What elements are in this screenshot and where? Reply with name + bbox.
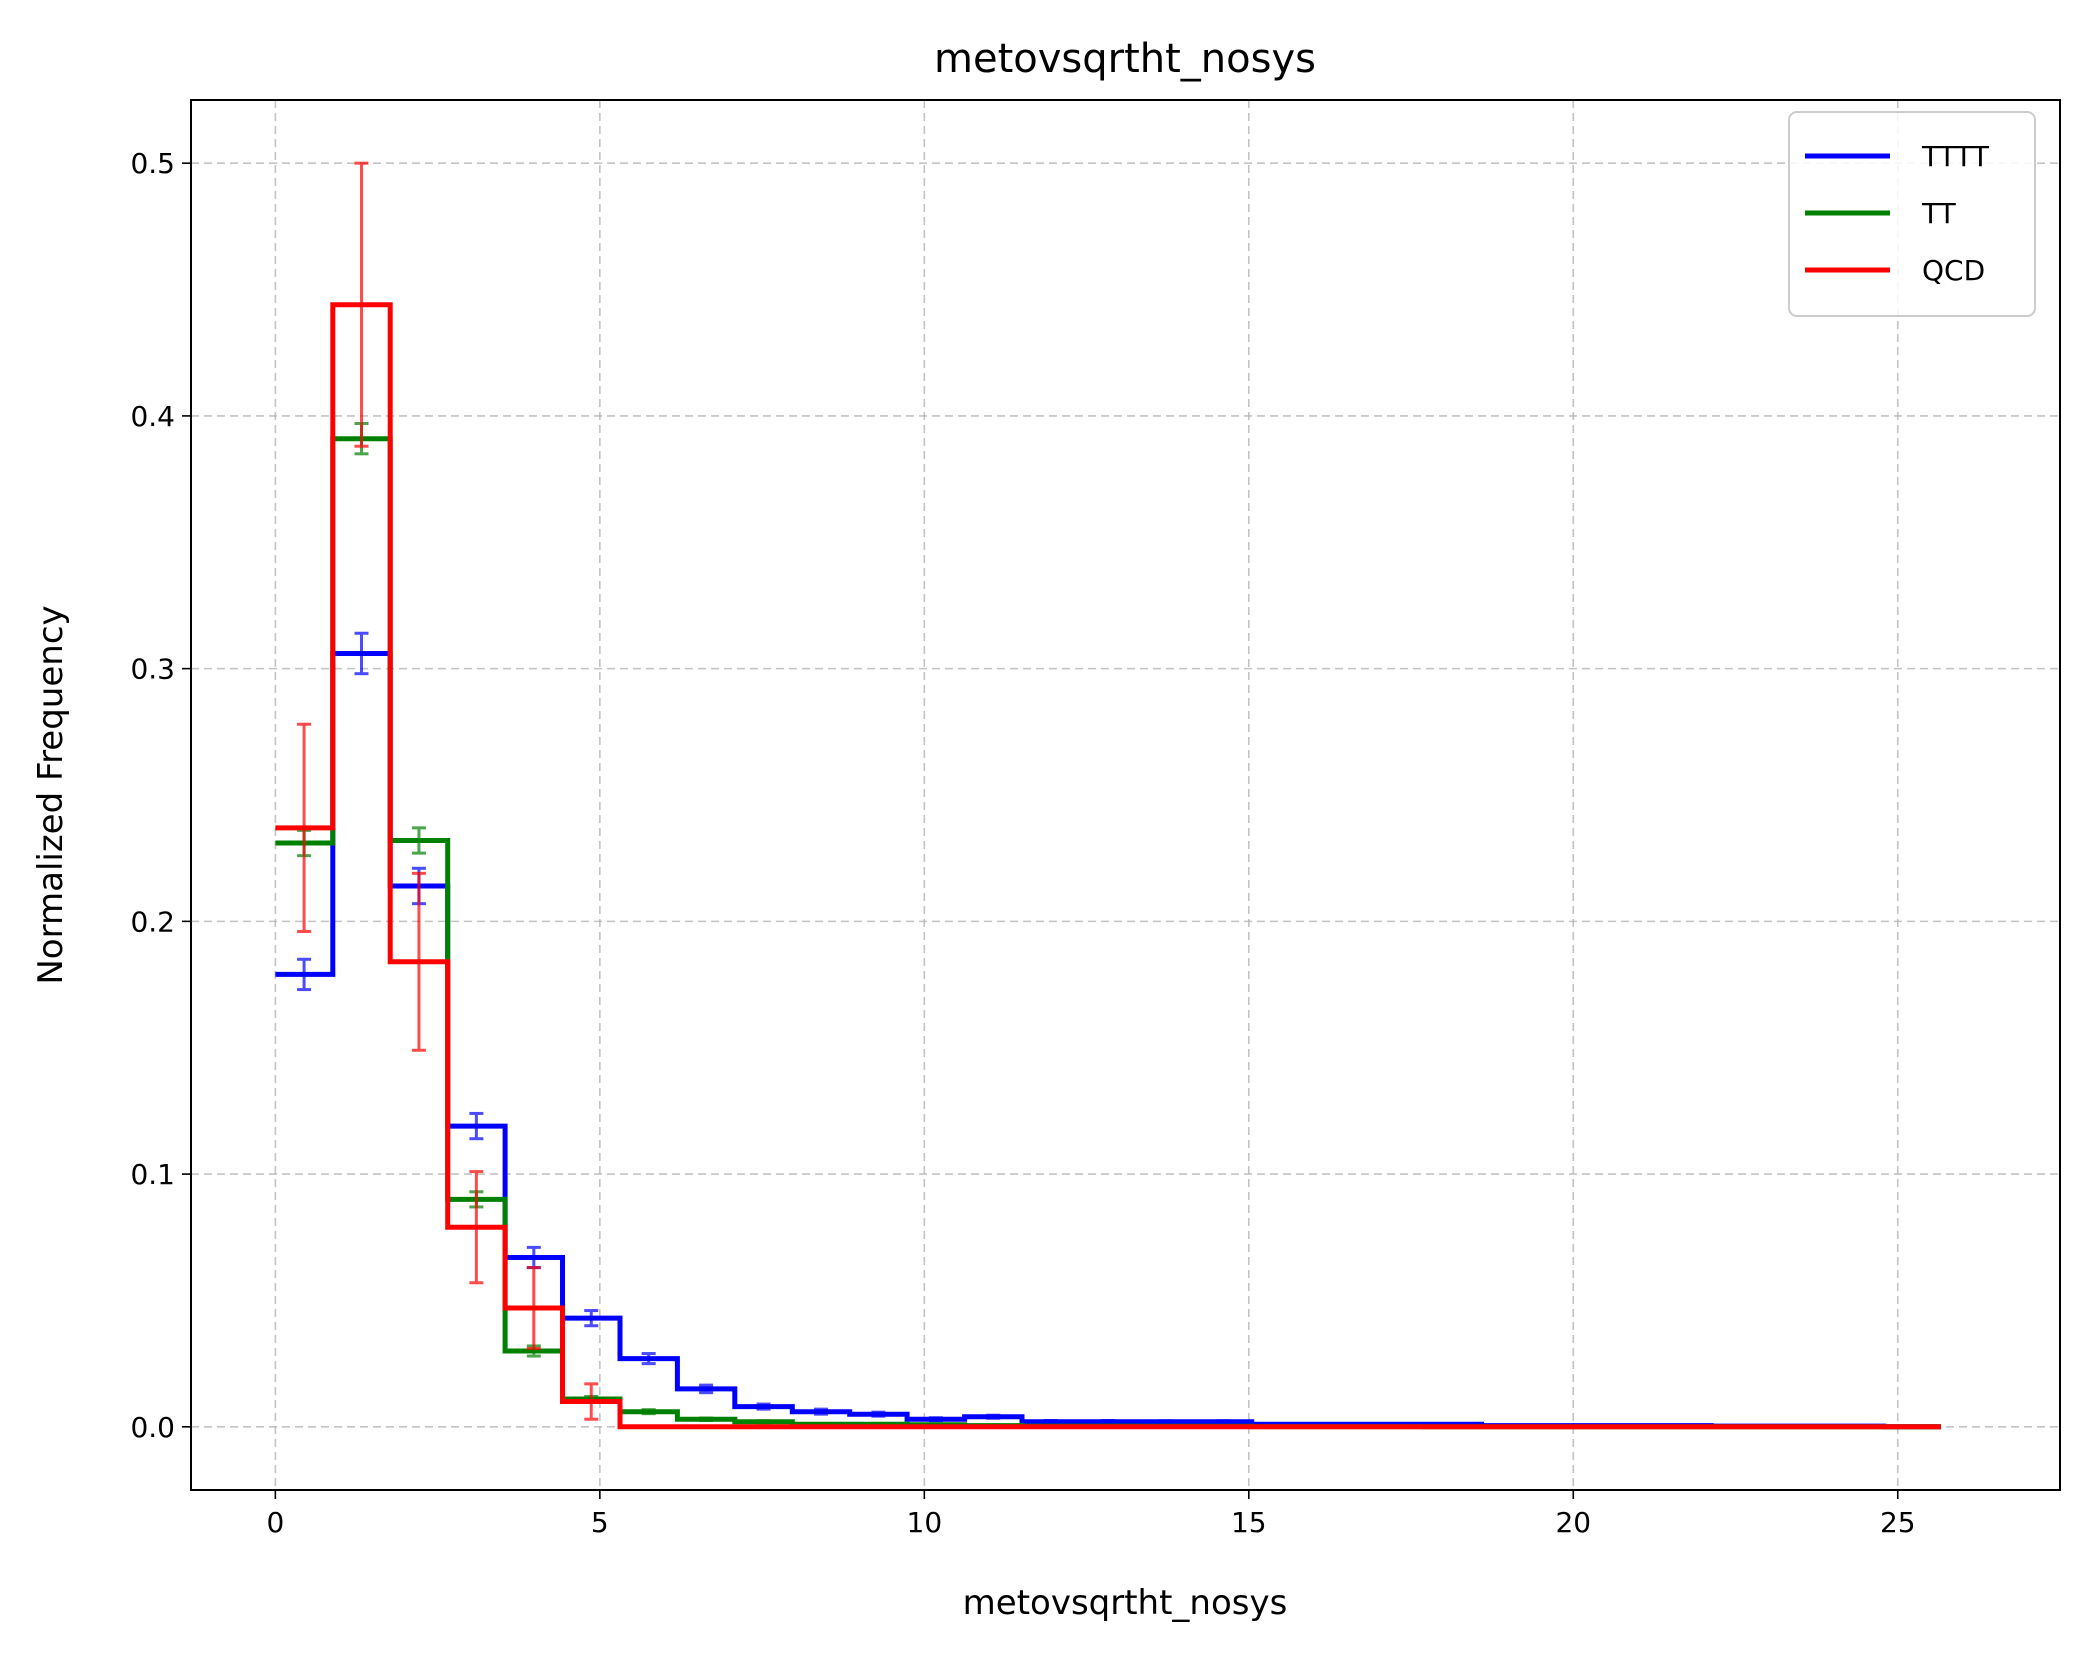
series-layer bbox=[275, 161, 1941, 1430]
error-bars-qcd bbox=[297, 161, 599, 1421]
x-axis-label: metovsqrtht_nosys bbox=[963, 1583, 1288, 1623]
x-tick-label: 20 bbox=[1555, 1506, 1591, 1539]
series-step-line-qcd bbox=[275, 302, 1941, 1430]
series-tt bbox=[275, 421, 1941, 1430]
y-tick-label: 0.3 bbox=[130, 653, 175, 686]
grid-lines bbox=[191, 100, 2060, 1490]
legend-label-qcd: QCD bbox=[1922, 254, 1985, 287]
y-tick-label: 0.0 bbox=[130, 1411, 175, 1444]
y-tick-label: 0.5 bbox=[130, 147, 175, 180]
x-tick-label: 5 bbox=[591, 1506, 609, 1539]
x-tick-label: 10 bbox=[907, 1506, 943, 1539]
y-axis-label: Normalized Frequency bbox=[31, 605, 71, 984]
axes-frame bbox=[190, 99, 2061, 1491]
series-qcd bbox=[275, 161, 1941, 1430]
x-tick-label: 15 bbox=[1231, 1506, 1267, 1539]
legend-label-tt: TT bbox=[1921, 197, 1957, 230]
y-tick-label: 0.2 bbox=[130, 905, 175, 938]
y-tick-label: 0.1 bbox=[130, 1158, 175, 1191]
y-tick-label: 0.4 bbox=[130, 400, 175, 433]
y-axis-ticks: 0.0 0.1 0.2 0.3 0.4 0.5 bbox=[130, 147, 191, 1444]
series-step-line-tt bbox=[275, 436, 1941, 1430]
series-step-line-tttt bbox=[275, 651, 1941, 1430]
legend-label-tttt: TTTT bbox=[1921, 140, 1990, 173]
chart-title: metovsqrtht_nosys bbox=[934, 36, 1316, 82]
x-axis-ticks: 0 5 10 15 20 25 bbox=[266, 1490, 1916, 1539]
legend-box bbox=[1788, 111, 2036, 317]
error-bars-tt bbox=[297, 421, 1231, 1429]
x-tick-label: 0 bbox=[266, 1506, 284, 1539]
x-tick-label: 25 bbox=[1880, 1506, 1916, 1539]
